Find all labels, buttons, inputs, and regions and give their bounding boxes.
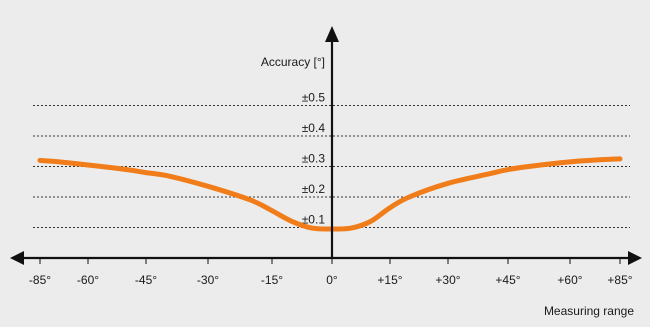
accuracy-curve-line [37,156,623,232]
x-tick-labels: -85° -60° -45° -30° -15° 0° +15° +30° +45° +60° +8… [29,273,633,287]
x-tick-label: +15° [377,273,402,287]
y-axis-label: Accuracy [°] [261,55,325,69]
x-tick-label: -30° [197,273,219,287]
x-tick-label: +45° [495,273,520,287]
x-tick-label: -60° [77,273,99,287]
x-tick-label: -15° [261,273,283,287]
series-layer [37,156,623,232]
x-axis-label: Measuring range [544,304,634,318]
y-axis-arrow [325,26,339,42]
x-axis-right-arrow [628,251,642,265]
x-tick-label: -85° [29,273,51,287]
y-tick-label: ±0.2 [302,182,326,196]
x-tick-label: +30° [435,273,460,287]
x-axis-left-arrow [10,251,24,265]
y-tick-label: ±0.4 [302,121,326,135]
x-tick-label: +85° [607,273,632,287]
y-tick-labels: ±0.1 ±0.2 ±0.3 ±0.4 ±0.5 [302,91,326,227]
axes [10,26,642,265]
x-tick-label: -45° [135,273,157,287]
x-tick-label: 0° [326,273,338,287]
y-tick-label: ±0.3 [302,152,326,166]
y-tick-label: ±0.1 [302,213,326,227]
y-tick-label: ±0.5 [302,91,326,105]
x-tick-label: +60° [557,273,582,287]
